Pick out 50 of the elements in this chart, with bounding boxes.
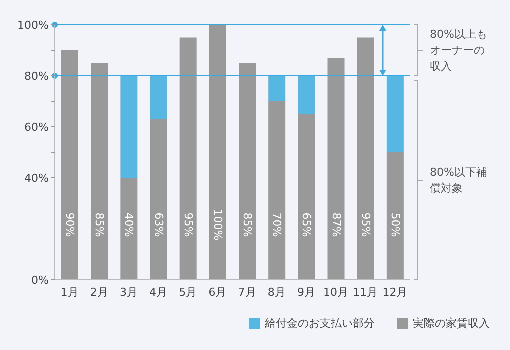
- x-tick-label: 2月: [90, 286, 108, 299]
- x-tick-label: 11月: [353, 286, 378, 299]
- data-label: 63%: [152, 212, 166, 238]
- data-label: 87%: [330, 212, 343, 238]
- text: 80%以下補償対象: [430, 164, 488, 196]
- data-label: 70%: [270, 212, 284, 238]
- bar: [150, 119, 168, 280]
- bar: [209, 25, 226, 280]
- bar: [91, 63, 108, 280]
- x-tick-label: 4月: [150, 286, 168, 299]
- bar: [268, 76, 286, 102]
- x-tick-label: 8月: [268, 286, 286, 299]
- y-tick-label: 40%: [24, 172, 49, 185]
- bar: [268, 102, 286, 280]
- data-label: 100%: [211, 209, 224, 241]
- bar: [298, 76, 316, 114]
- bar: [328, 58, 345, 280]
- y-tick-label: 100%: [18, 18, 49, 32]
- data-label: 95%: [182, 212, 195, 238]
- y-tick-label: 60%: [24, 120, 49, 134]
- data-label: 95%: [359, 212, 372, 238]
- y-tick-label: 0%: [32, 274, 49, 287]
- x-tick-label: 7月: [238, 286, 256, 299]
- bar: [298, 114, 316, 280]
- bar: [62, 50, 79, 280]
- bar: [120, 76, 138, 178]
- text: 80%以上もオーナーの収入: [430, 26, 488, 74]
- bar: [357, 38, 374, 280]
- bar: [239, 63, 256, 280]
- x-tick-label: 5月: [179, 286, 198, 299]
- data-label: 50%: [388, 212, 402, 238]
- data-label: 40%: [122, 212, 136, 238]
- x-tick-label: 9月: [297, 286, 316, 299]
- legend-label: 給付金のお支払い部分: [265, 316, 375, 331]
- data-label: 85%: [93, 212, 106, 238]
- x-tick-label: 1月: [60, 286, 79, 299]
- bar: [180, 38, 197, 280]
- x-tick-label: 6月: [208, 286, 227, 299]
- data-label: 90%: [64, 212, 77, 238]
- x-tick-label: 12月: [382, 286, 408, 299]
- x-tick-label: 10月: [324, 286, 349, 299]
- bar: [120, 178, 138, 280]
- data-label: 85%: [241, 212, 254, 238]
- legend-label: 実際の家賃収入: [413, 316, 490, 331]
- data-label: 65%: [300, 212, 314, 238]
- y-tick-label: 80%: [24, 70, 49, 83]
- bar: [150, 76, 168, 120]
- bar: [386, 76, 404, 152]
- bar: [386, 152, 404, 280]
- x-tick-label: 3月: [120, 286, 138, 299]
